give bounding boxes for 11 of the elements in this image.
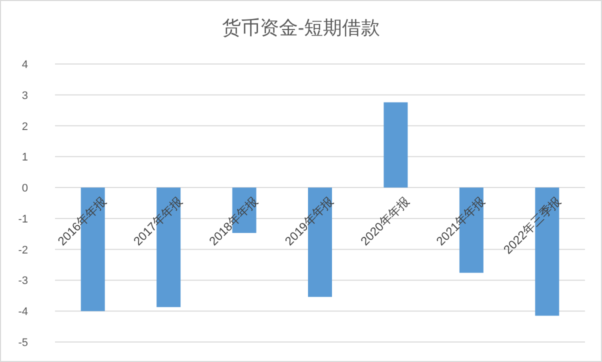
y-tick-label: -1 — [18, 213, 28, 226]
y-tick-label: -2 — [18, 244, 28, 256]
y-tick-label: 4 — [22, 59, 28, 71]
y-tick-label: 3 — [22, 90, 28, 102]
y-tick-label: -3 — [18, 275, 28, 288]
y-tick-label: 1 — [22, 152, 28, 164]
y-tick-label: -5 — [18, 337, 28, 349]
y-tick-label: -4 — [18, 306, 28, 318]
chart-title: 货币资金-短期借款 — [222, 18, 380, 39]
y-tick-label: 0 — [22, 182, 28, 195]
y-tick-label: 2 — [22, 120, 28, 133]
